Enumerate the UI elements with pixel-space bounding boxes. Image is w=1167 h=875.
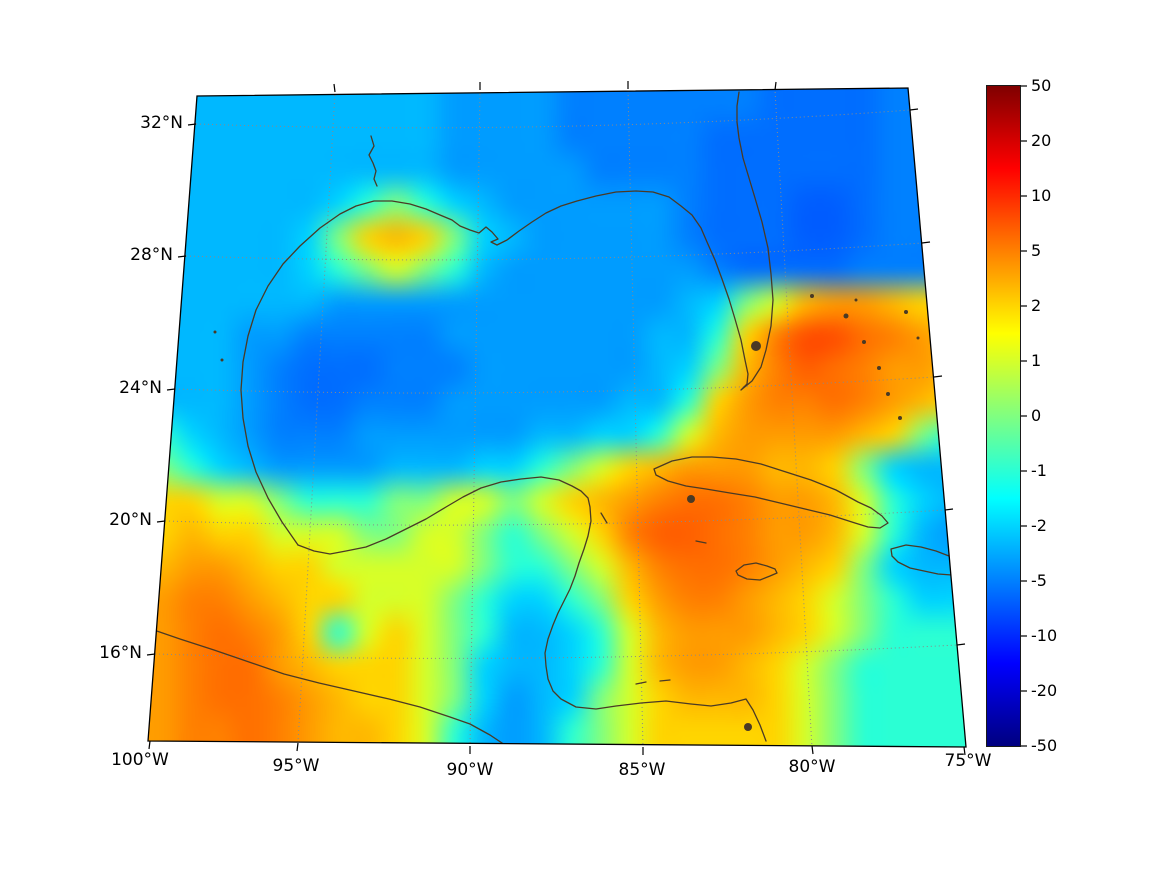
island-cayman <box>695 540 707 544</box>
island-bahamas <box>877 366 881 370</box>
parallel-24n <box>174 376 935 394</box>
islet-mexico-coast <box>220 358 224 362</box>
lat-tick-label: 24°N <box>119 378 162 398</box>
coast-gulf-west-north-florida <box>240 91 774 546</box>
island-bahamas <box>862 340 866 344</box>
meridian-80w <box>774 89 813 747</box>
lon-tick-label: 80°W <box>788 757 836 777</box>
coast-cuba <box>653 456 889 529</box>
lat-tick-label: 32°N <box>140 113 183 133</box>
island-bahamas <box>886 392 890 396</box>
island-cozumel <box>600 512 608 524</box>
lon-tick-label: 95°W <box>272 756 320 776</box>
parallel-32n <box>195 109 911 129</box>
coast-jamaica <box>735 562 778 581</box>
colorbar-ticks <box>1021 85 1027 747</box>
island-bahamas <box>898 416 902 420</box>
colorbar-tick-label: 0 <box>1031 406 1042 425</box>
colorbar-tick-label: 2 <box>1031 296 1042 315</box>
island-bahamas <box>810 294 814 298</box>
colorbar-tick-label: 20 <box>1031 131 1052 150</box>
colorbar-tick-label: 50 <box>1031 76 1052 95</box>
meridian-85w <box>627 88 644 747</box>
island-bahamas <box>854 298 858 302</box>
island-bahamas <box>904 310 908 314</box>
colorbar-tick-label: -1 <box>1031 461 1047 480</box>
colorbar-tick-label: -50 <box>1031 736 1058 755</box>
lake-nicaragua <box>744 723 752 731</box>
lat-tick-label: 28°N <box>130 245 173 265</box>
island-bahamas <box>843 313 849 319</box>
parallel-16n <box>154 644 958 659</box>
coast-hispaniola <box>890 544 966 576</box>
colorbar-tick-label: -5 <box>1031 571 1047 590</box>
lon-tick-label: 75°W <box>944 751 992 771</box>
lat-tick-label: 16°N <box>99 643 142 663</box>
lon-tick-label: 100°W <box>111 750 169 770</box>
colorbar-tick-label: -10 <box>1031 626 1058 645</box>
parallel-28n <box>185 242 923 261</box>
heatmap-field <box>148 88 966 747</box>
island-bahamas <box>916 336 920 340</box>
colorbar-tick-label: 5 <box>1031 241 1042 260</box>
colorbar-tick-label: 10 <box>1031 186 1052 205</box>
colorbar-tick-label: -20 <box>1031 681 1058 700</box>
lon-tick-label: 90°W <box>446 760 494 780</box>
river-texas <box>368 135 378 187</box>
meridian-95w <box>297 91 336 744</box>
colorbar-gradient <box>986 85 1021 747</box>
graticule <box>154 88 958 747</box>
meridian-90w <box>469 89 481 747</box>
colorbar-tick-label: 1 <box>1031 351 1042 370</box>
axis-ticks <box>146 81 966 756</box>
island-isle-of-youth <box>687 495 695 503</box>
map-border <box>147 87 967 748</box>
lon-tick-label: 85°W <box>618 760 666 780</box>
colorbar-tick-label: -2 <box>1031 516 1047 535</box>
coast-pacific-central-america <box>148 627 506 746</box>
lat-tick-label: 20°N <box>109 510 152 530</box>
coast-yucatan-central-america <box>297 476 767 742</box>
lake-okeechobee <box>751 341 761 351</box>
coastlines <box>148 91 966 746</box>
islands-bay <box>635 679 671 685</box>
islet-mexico-coast <box>213 330 217 334</box>
